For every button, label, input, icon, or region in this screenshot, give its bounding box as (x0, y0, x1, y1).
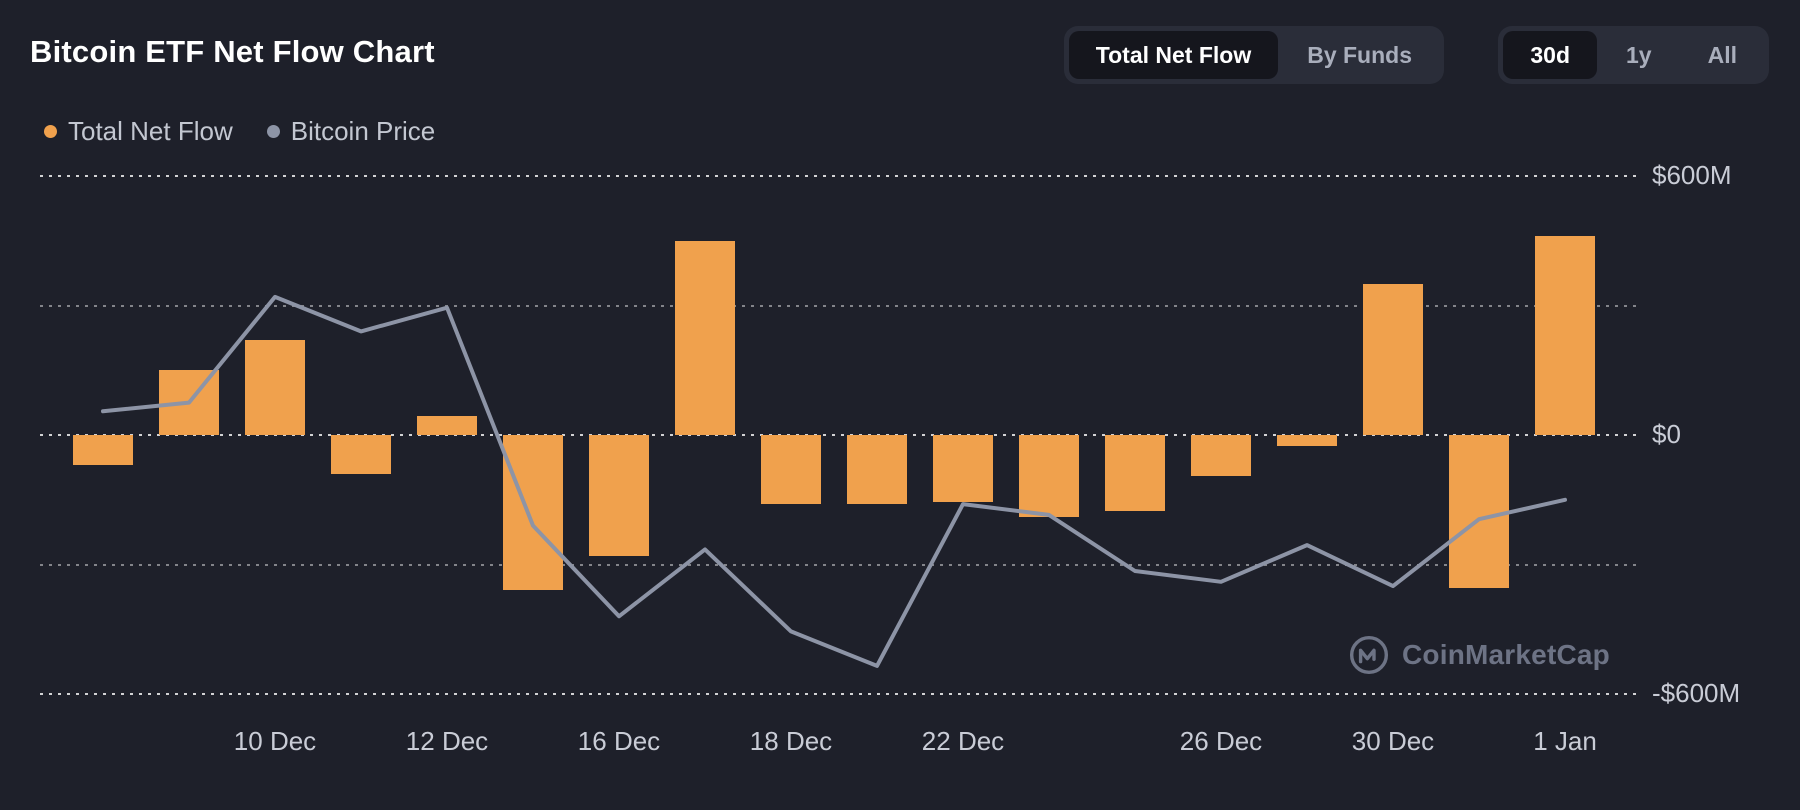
gridline--600 (40, 693, 1638, 695)
bar-10-dec[interactable] (245, 340, 305, 435)
legend-dot-icon (266, 125, 280, 138)
bar-16-dec[interactable] (589, 435, 649, 556)
bar-18-dec[interactable] (761, 435, 821, 505)
bar-1-jan[interactable] (1535, 236, 1595, 435)
legend-item-bitcoin-price[interactable]: Bitcoin Price (266, 116, 436, 147)
bar-8-dec[interactable] (73, 435, 133, 466)
y-axis-label-600: $600M (1652, 160, 1732, 190)
bar-11-dec[interactable] (331, 435, 391, 474)
x-axis-label-22-dec: 22 Dec (921, 726, 1005, 756)
legend-item-total-net-flow[interactable]: Total Net Flow (44, 116, 233, 147)
bar-24-dec[interactable] (1105, 435, 1165, 511)
bar-19-dec[interactable] (847, 435, 907, 505)
toggle-total-net-flow[interactable]: Total Net Flow (1068, 31, 1279, 79)
x-axis-label-12-dec: 12 Dec (405, 726, 489, 756)
x-axis-label-1-jan: 1 Jan (1533, 726, 1597, 756)
y-axis-label--600: -$600M (1652, 678, 1741, 708)
legend-dot-icon (44, 125, 57, 138)
bar-23-dec[interactable] (1019, 435, 1079, 518)
watermark: CoinMarketCap (1348, 634, 1610, 676)
x-axis-label-16-dec: 16 Dec (577, 726, 661, 756)
bar-30-dec[interactable] (1363, 283, 1423, 435)
coinmarketcap-logo-icon (1349, 635, 1389, 675)
bar-15-dec[interactable] (503, 435, 563, 591)
x-axis-label-18-dec: 18 Dec (749, 726, 833, 756)
bar-12-dec[interactable] (417, 415, 477, 435)
bar-22-dec[interactable] (933, 435, 993, 502)
watermark-label: CoinMarketCap (1402, 639, 1610, 670)
legend-label: Bitcoin Price (290, 116, 436, 146)
page-title: Bitcoin ETF Net Flow Chart (30, 34, 435, 69)
range-all[interactable]: All (1681, 31, 1764, 79)
bar-26-dec[interactable] (1191, 435, 1251, 476)
range-30d[interactable]: 30d (1503, 31, 1598, 79)
range-1y[interactable]: 1y (1599, 31, 1679, 79)
view-toggle-group: Total Net Flow By Funds (1063, 26, 1444, 84)
x-axis-label-26-dec: 26 Dec (1179, 726, 1263, 756)
x-axis-label-10-dec: 10 Dec (233, 726, 317, 756)
bar-31-dec[interactable] (1449, 435, 1509, 589)
chart-legend: Total Net Flow Bitcoin Price (44, 116, 435, 147)
gridline-600 (40, 175, 1638, 177)
bar-17-dec[interactable] (675, 240, 735, 435)
toggle-by-funds[interactable]: By Funds (1280, 31, 1439, 79)
gridline--300 (40, 563, 1638, 566)
legend-label: Total Net Flow (68, 116, 233, 146)
range-toggle-group: 30d 1y All (1498, 26, 1769, 84)
bar-29-dec[interactable] (1277, 435, 1337, 446)
y-axis-label-0: $0 (1652, 419, 1681, 449)
x-axis-label-30-dec: 30 Dec (1351, 726, 1435, 756)
bar-9-dec[interactable] (159, 370, 219, 435)
